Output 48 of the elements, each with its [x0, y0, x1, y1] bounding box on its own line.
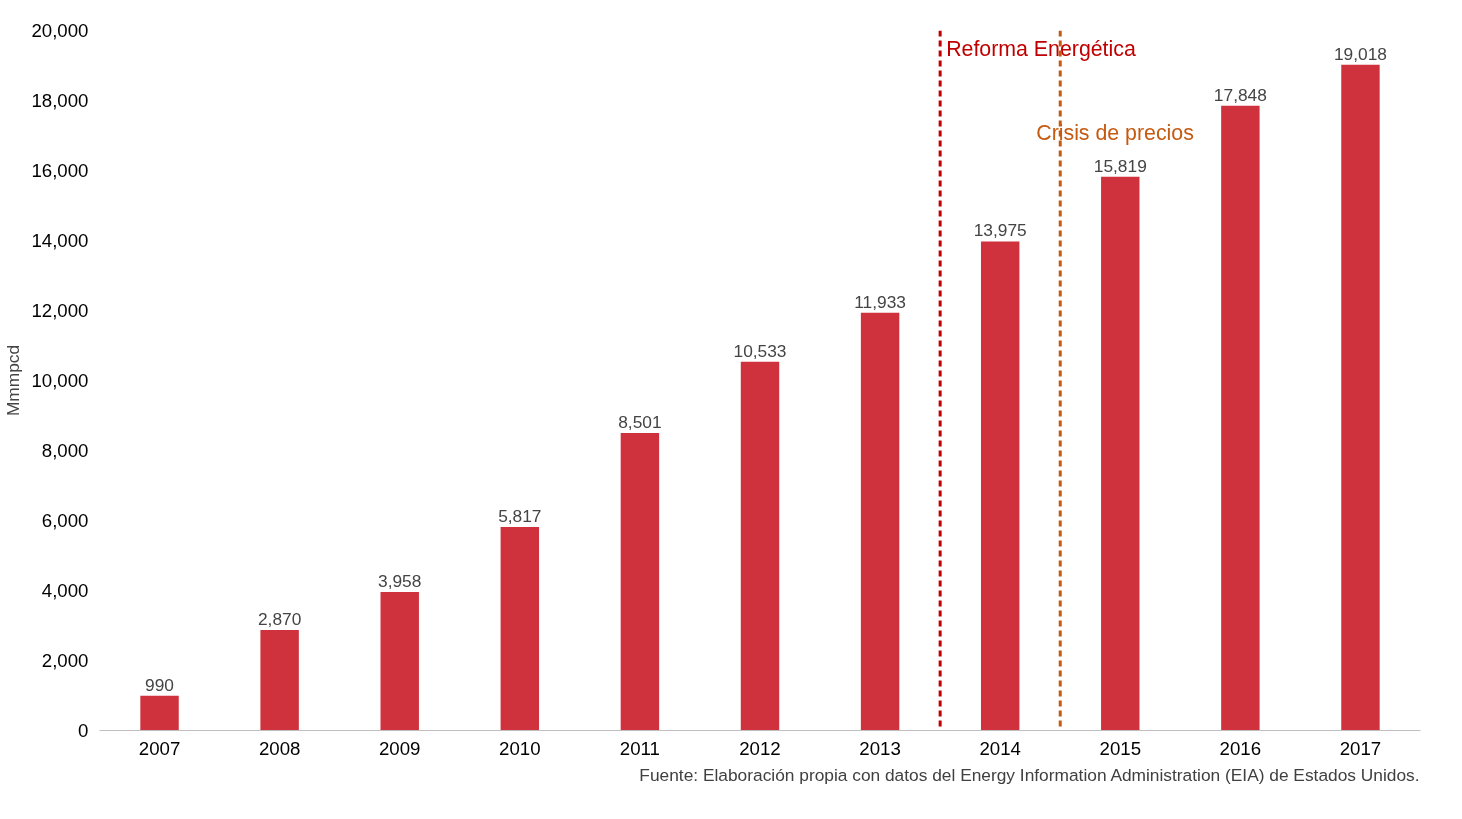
- x-tick-label: 2013: [859, 737, 901, 759]
- x-tick-label: 2012: [739, 737, 781, 759]
- x-tick-label: 2015: [1099, 737, 1142, 759]
- y-tick-label: 6,000: [41, 510, 89, 531]
- data-label: 11,933: [854, 291, 906, 312]
- bar: [140, 695, 179, 731]
- y-tick-label: 20,000: [31, 20, 89, 41]
- y-tick-label: 0: [78, 720, 89, 741]
- x-tick-label: 2017: [1339, 737, 1382, 759]
- data-label: 5,817: [498, 505, 542, 526]
- bar: [740, 361, 780, 731]
- data-label: 2,870: [257, 609, 302, 630]
- x-tick-label: 2016: [1219, 737, 1262, 759]
- data-label: 8,501: [618, 411, 662, 432]
- ref-line-label: Reforma Energética: [946, 36, 1136, 61]
- y-tick-label: 10,000: [31, 370, 89, 391]
- bar: [1341, 64, 1380, 731]
- y-tick-label: 12,000: [31, 300, 89, 321]
- ref-line-label: Crisis de precios: [1036, 120, 1194, 145]
- y-axis-title: Mmmpcd: [3, 344, 24, 417]
- x-tick-label: 2010: [499, 737, 541, 759]
- bar: [980, 241, 1020, 731]
- bar: [260, 630, 299, 731]
- y-tick-label: 8,000: [41, 440, 89, 461]
- x-tick-label: 2011: [619, 737, 660, 759]
- bar: [620, 432, 660, 731]
- bar: [1101, 176, 1140, 731]
- y-tick-label: 2,000: [41, 650, 89, 671]
- data-label: 10,533: [733, 340, 787, 361]
- data-label: 19,018: [1333, 43, 1387, 64]
- y-tick-label: 14,000: [31, 230, 89, 251]
- x-tick-label: 2008: [258, 737, 301, 759]
- data-label: 990: [145, 674, 175, 695]
- y-tick-label: 4,000: [41, 580, 89, 601]
- data-label: 13,975: [973, 220, 1027, 241]
- data-label: 3,958: [378, 570, 422, 591]
- data-label: 17,848: [1213, 84, 1267, 105]
- y-tick-label: 18,000: [31, 90, 89, 111]
- x-tick-label: 2007: [138, 737, 181, 759]
- bar: [860, 312, 900, 731]
- y-tick-label: 16,000: [31, 160, 89, 181]
- x-tick-label: 2014: [979, 737, 1021, 759]
- x-tick-label: 2009: [378, 737, 421, 759]
- bar: [500, 526, 540, 731]
- data-label: 15,819: [1093, 155, 1147, 176]
- bar: [380, 591, 419, 731]
- source-note: Fuente: Elaboración propia con datos del Energy Information Administration (EIA) de Estados Unidos.: [639, 764, 1420, 785]
- bar: [1221, 105, 1260, 731]
